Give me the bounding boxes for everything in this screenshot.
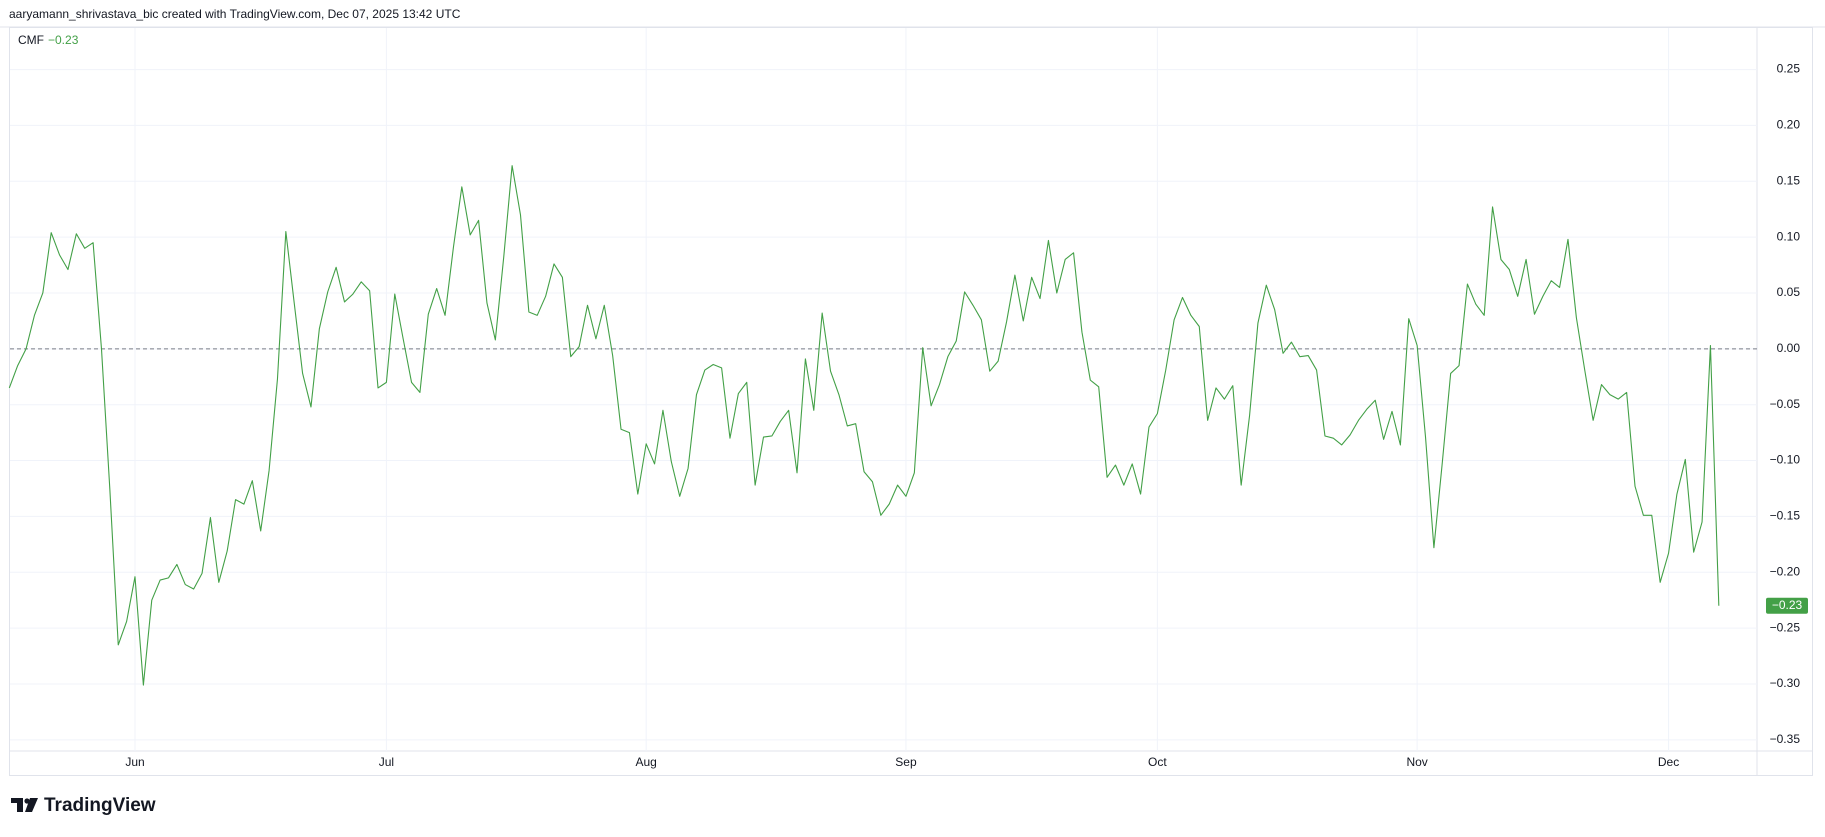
y-tick-label: −0.35 [1770,732,1801,746]
frame [9,27,1813,776]
logo-part [11,798,23,812]
y-tick-label: −0.10 [1770,453,1801,467]
x-tick-label: Jul [379,755,394,769]
x-tick-label: Aug [636,755,657,769]
logo-part [25,798,38,812]
y-tick-label: 0.20 [1777,118,1801,132]
last-value-tag [1766,597,1808,614]
y-tick-label: −0.25 [1770,620,1801,634]
y-tick-label: 0.15 [1777,173,1801,187]
x-tick-label: Dec [1658,755,1679,769]
y-tick-label: −0.20 [1770,564,1801,578]
y-tick-label: 0.10 [1777,229,1801,243]
brand-name: TradingView [44,795,156,816]
y-tick-label: −0.05 [1770,397,1801,411]
y-tick-label: 0.00 [1777,341,1801,355]
x-tick-label: Sep [895,755,917,769]
line-series [8,165,1720,686]
header: aaryamann_shrivastava_bic created with T… [9,7,461,21]
brand-logo [11,798,38,812]
y-tick-label: 0.05 [1777,285,1801,299]
x-tick-label: Oct [1148,755,1167,769]
logo-part [24,798,30,804]
y-tick-label: −0.15 [1770,509,1801,523]
legend-name: CMF [18,33,44,47]
y-tick-label: −0.30 [1770,676,1801,690]
x-tick-label: Jun [125,755,144,769]
legend-value: −0.23 [48,33,79,47]
plot [8,28,1757,751]
last-value-label: −0.23 [1772,598,1803,612]
x-tick-label: Nov [1406,755,1427,769]
y-tick-label: 0.25 [1777,62,1801,76]
